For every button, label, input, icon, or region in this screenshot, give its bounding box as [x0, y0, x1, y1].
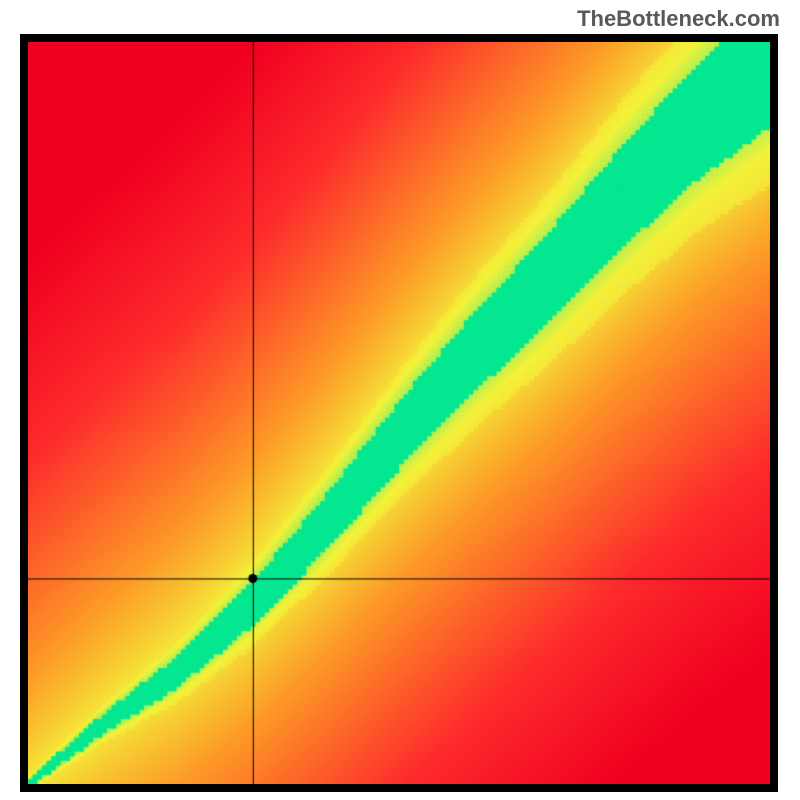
heatmap-canvas-wrap — [28, 42, 770, 784]
attribution-label: TheBottleneck.com — [577, 6, 780, 32]
plot-border — [20, 34, 778, 792]
chart-container: TheBottleneck.com — [0, 0, 800, 800]
heatmap-canvas — [28, 42, 770, 784]
